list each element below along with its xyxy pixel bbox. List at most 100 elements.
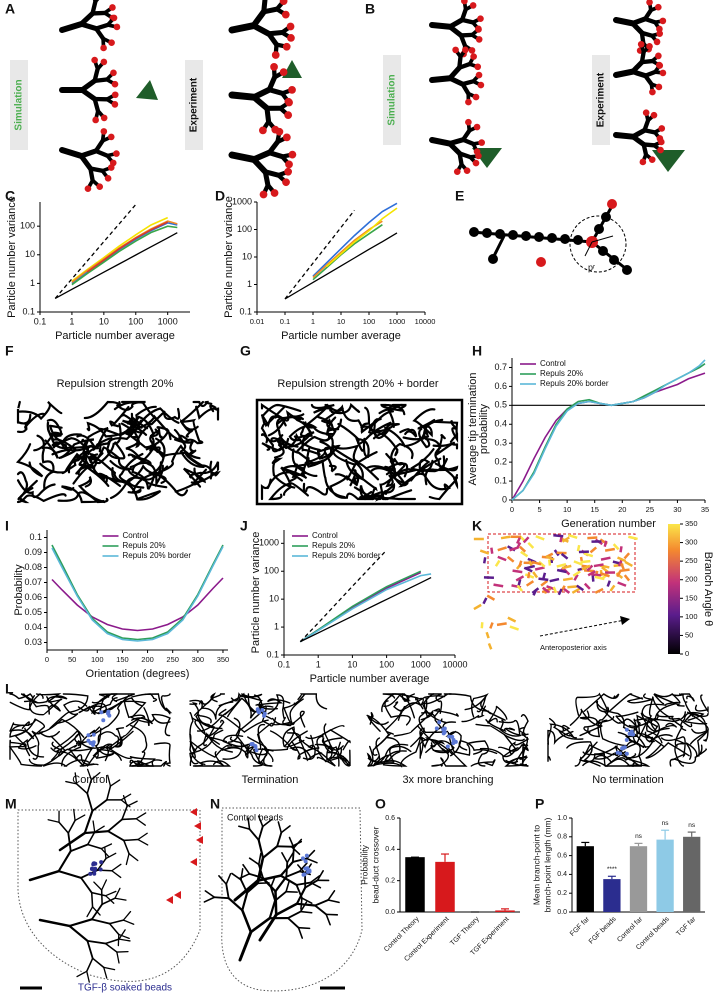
branch-segment: [600, 572, 610, 578]
legend-label: Repuls 20% border: [312, 551, 381, 560]
x-tick-label: 5: [537, 505, 541, 514]
branch: [111, 870, 122, 879]
network-duct: [151, 713, 171, 737]
branch-segment: [531, 560, 542, 566]
branch: [86, 939, 94, 960]
y-tick-label: 0.6: [557, 852, 567, 859]
branch-segment: [496, 622, 507, 627]
y-tick-label: 0.4: [557, 871, 567, 878]
bead: [92, 871, 97, 876]
branch-segment: [563, 568, 571, 576]
network-duct: [461, 705, 487, 723]
y-tick-label: 0.08: [24, 562, 42, 572]
branch: [86, 779, 93, 795]
branch-segment: [587, 570, 597, 577]
branch: [261, 6, 280, 15]
arrowhead: [194, 822, 201, 830]
x-tick-label: 100: [128, 316, 143, 326]
tip: [659, 17, 667, 25]
network-duct: [179, 418, 200, 442]
branch-segment: [600, 556, 611, 561]
branch-segment: [556, 563, 567, 568]
network-duct: [288, 424, 335, 442]
branch: [447, 75, 466, 87]
x-tick-label: TGF Theory: [449, 915, 481, 947]
network-duct: [173, 428, 204, 446]
network-duct: [121, 480, 162, 501]
tip: [96, 183, 104, 191]
network-duct: [355, 437, 370, 458]
chart: P 0.0 0.2 0.4 0.6 0.8 1.0 Mean branch-point to b…: [531, 796, 705, 952]
branch: [247, 817, 251, 830]
network-duct: [644, 727, 670, 743]
branch-segment: [516, 537, 521, 545]
x-tick-label: 15: [591, 505, 599, 514]
panel-letter: H: [472, 343, 482, 359]
network-duct: [641, 703, 667, 720]
outline: [17, 809, 201, 982]
bead: [631, 732, 636, 737]
branch: [257, 839, 265, 859]
y-tick-label: 10: [25, 249, 35, 259]
branch: [104, 942, 118, 953]
tip: [111, 101, 119, 108]
bead: [254, 748, 259, 753]
branch: [257, 825, 264, 842]
legend-label: Control: [540, 359, 566, 368]
network-duct: [96, 467, 123, 487]
network-duct: [109, 406, 130, 428]
branch: [122, 919, 135, 925]
x-tick-label: 25: [646, 505, 654, 514]
network-duct: [522, 742, 529, 759]
branch-segment: [571, 587, 581, 594]
network-duct: [627, 693, 653, 704]
network-duct: [417, 725, 455, 752]
series-line: [299, 573, 432, 643]
branch: [118, 933, 130, 940]
y-tick-label: 10: [269, 594, 279, 604]
network-duct: [49, 693, 89, 730]
network-duct: [260, 433, 285, 459]
network-duct: [190, 460, 221, 484]
bead: [442, 730, 447, 735]
network-duct: [382, 750, 408, 767]
branch-segment: [589, 546, 598, 554]
branch: [297, 926, 304, 939]
network-duct: [228, 694, 263, 743]
branch: [280, 825, 291, 834]
network-duct: [268, 482, 309, 501]
illustration-layer: [8, 0, 709, 983]
border: [255, 398, 464, 506]
network-duct: [263, 730, 308, 763]
branch-segment: [473, 603, 482, 611]
arrowhead: [174, 891, 181, 899]
network-duct: [383, 693, 412, 707]
network-duct: [260, 478, 272, 501]
branch: [123, 839, 130, 855]
tip: [288, 150, 297, 159]
branch: [137, 838, 149, 846]
network-duct: [23, 693, 68, 704]
network-duct: [195, 405, 220, 420]
branch: [429, 137, 453, 147]
branch-segment: [522, 536, 530, 544]
tip: [111, 80, 119, 88]
y-tick-label: 0.1: [266, 649, 279, 659]
y-tick-label: 0.07: [24, 577, 42, 587]
branch: [47, 819, 60, 823]
x-tick-label: 10: [563, 505, 571, 514]
series-line: [325, 207, 398, 268]
colorbar-tick-label: 300: [685, 538, 698, 547]
branch-segment: [604, 547, 615, 552]
branch: [86, 792, 94, 812]
y-tick-label: 1: [274, 621, 279, 631]
network-duct: [160, 693, 171, 711]
branch-segment: [497, 546, 507, 552]
bead: [620, 746, 625, 751]
label-box: [383, 55, 401, 145]
branch-segment: [581, 564, 591, 571]
network-duct: [28, 695, 62, 716]
bead: [93, 861, 98, 866]
network-duct: [419, 738, 446, 759]
network-duct: [370, 467, 397, 488]
